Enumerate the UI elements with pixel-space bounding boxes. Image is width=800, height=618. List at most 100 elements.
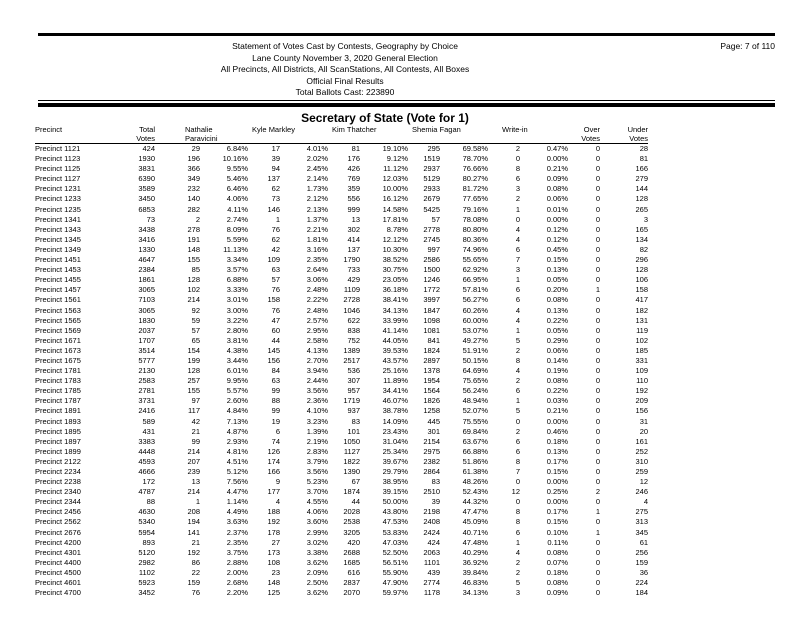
value-cell: 4.11% [227,204,249,214]
header-divider-thick [38,103,775,107]
value-cell: 3.33% [226,285,249,295]
value-cell: 101 [347,426,361,436]
value-cell: 4 [275,497,281,507]
value-cell: 51.86% [462,456,489,466]
value-cell: 359 [347,184,361,194]
value-cell: 5120 [138,547,155,557]
value-cell: 2975 [423,446,441,456]
precinct-cell: Precinct 1671 [35,335,81,345]
value-cell: 295 [427,144,441,153]
value-cell: 232 [187,184,200,194]
value-cell: 0 [595,255,601,265]
table-row: Precinct 1345 3416 191 5.59% 62 1.81% 414 12.12… [35,235,648,245]
value-cell: 3 [643,214,649,224]
value-cell: 439 [427,567,441,577]
value-cell: 1.37% [306,214,329,224]
value-cell: 67 [351,477,361,487]
value-cell: 36 [639,567,649,577]
report-header-line-2: Lane County November 3, 2020 General Ele… [252,52,438,63]
value-cell: 172 [142,477,155,487]
value-cell: 752 [347,335,361,345]
value-cell: 3450 [138,194,155,204]
table-row: Precinct 1897 3383 99 2.93% 74 2.19% 1050 31.04… [35,437,648,447]
table-row: Precinct 1675 5777 199 3.44% 156 2.70% 2517 43.… [35,356,648,366]
value-cell: 4787 [138,487,155,497]
value-cell: 34.13% [382,305,409,315]
table-row: Precinct 2340 4787 214 4.47% 177 3.70% 1874 39.… [35,487,648,497]
value-cell: 56.27% [462,295,489,305]
value-cell: 0 [595,305,601,315]
value-cell: 1.14% [226,497,249,507]
value-cell: 1046 [343,305,361,315]
value-cell: 0.15% [546,467,569,476]
col-candidate-markley: Kyle Markley [248,125,329,144]
value-cell: 431 [142,426,155,436]
value-cell: 0 [595,265,601,275]
value-cell: 146 [267,204,281,214]
value-cell: 1500 [423,265,441,275]
value-cell: 2.35% [226,537,249,547]
value-cell: 0 [595,224,601,234]
value-cell: 102 [635,335,649,345]
value-cell: 10.30% [382,244,409,254]
value-cell: 2 [515,144,521,153]
value-cell: 313 [635,517,649,527]
value-cell: 3.23% [306,416,329,426]
precinct-cell: Precinct 2344 [35,497,81,507]
value-cell: 3.56% [306,467,329,476]
value-cell: 74 [271,436,281,446]
value-cell: 2510 [423,487,441,497]
value-cell: 0.08% [546,295,569,305]
report-header-line-3: All Precincts, All Districts, All ScanSt… [220,64,470,74]
value-cell: 1127 [343,446,361,456]
value-cell: 4647 [138,255,155,265]
value-cell: 76 [191,588,200,598]
precinct-cell: Precinct 1235 [35,204,81,214]
value-cell: 2063 [423,547,441,557]
precinct-cell: Precinct 2238 [35,477,81,487]
value-cell: 75.65% [462,376,489,386]
value-cell: 310 [635,456,649,466]
precinct-cell: Precinct 2340 [35,487,81,497]
col-write-in: Write-in [488,125,569,144]
value-cell: 199 [187,355,200,365]
value-cell: 76 [271,285,281,295]
value-cell: 0 [595,295,601,305]
value-cell: 2.60% [226,396,249,406]
value-cell: 191 [187,234,200,244]
value-cell: 1772 [423,285,441,295]
col-precinct: Precinct [35,125,125,144]
value-cell: 0 [595,366,601,376]
precinct-cell: Precinct 2456 [35,507,81,517]
value-cell: 4.06% [226,194,249,204]
value-cell: 6 [515,436,521,446]
value-cell: 0 [595,154,601,164]
value-cell: 2864 [423,467,441,476]
value-cell: 282 [187,204,200,214]
value-cell: 0.01% [546,204,569,214]
value-cell: 25.16% [382,366,409,376]
value-cell: 2781 [138,386,155,396]
value-cell: 4.13% [306,345,329,355]
value-cell: 252 [635,446,649,456]
precinct-cell: Precinct 1899 [35,446,81,456]
value-cell: 2.20% [226,588,249,598]
value-cell: 52.07% [462,406,489,416]
value-cell: 61.38% [462,467,489,476]
value-cell: 2 [195,214,200,224]
value-cell: 331 [635,355,649,365]
value-cell: 84 [271,366,281,376]
value-cell: 34.13% [462,588,489,598]
value-cell: 173 [267,547,281,557]
value-cell: 0 [595,376,601,386]
value-cell: 83 [351,416,361,426]
value-cell: 159 [187,578,200,588]
value-cell: 2 [515,567,521,577]
value-cell: 23.05% [382,275,409,285]
value-cell: 36.92% [462,557,489,567]
value-cell: 1719 [343,396,361,406]
value-cell: 4630 [138,507,155,517]
value-cell: 5 [515,406,521,416]
table-row: Precinct 2562 5340 194 3.63% 192 3.60% 2538 47.… [35,517,648,527]
value-cell: 3.57% [226,265,249,275]
